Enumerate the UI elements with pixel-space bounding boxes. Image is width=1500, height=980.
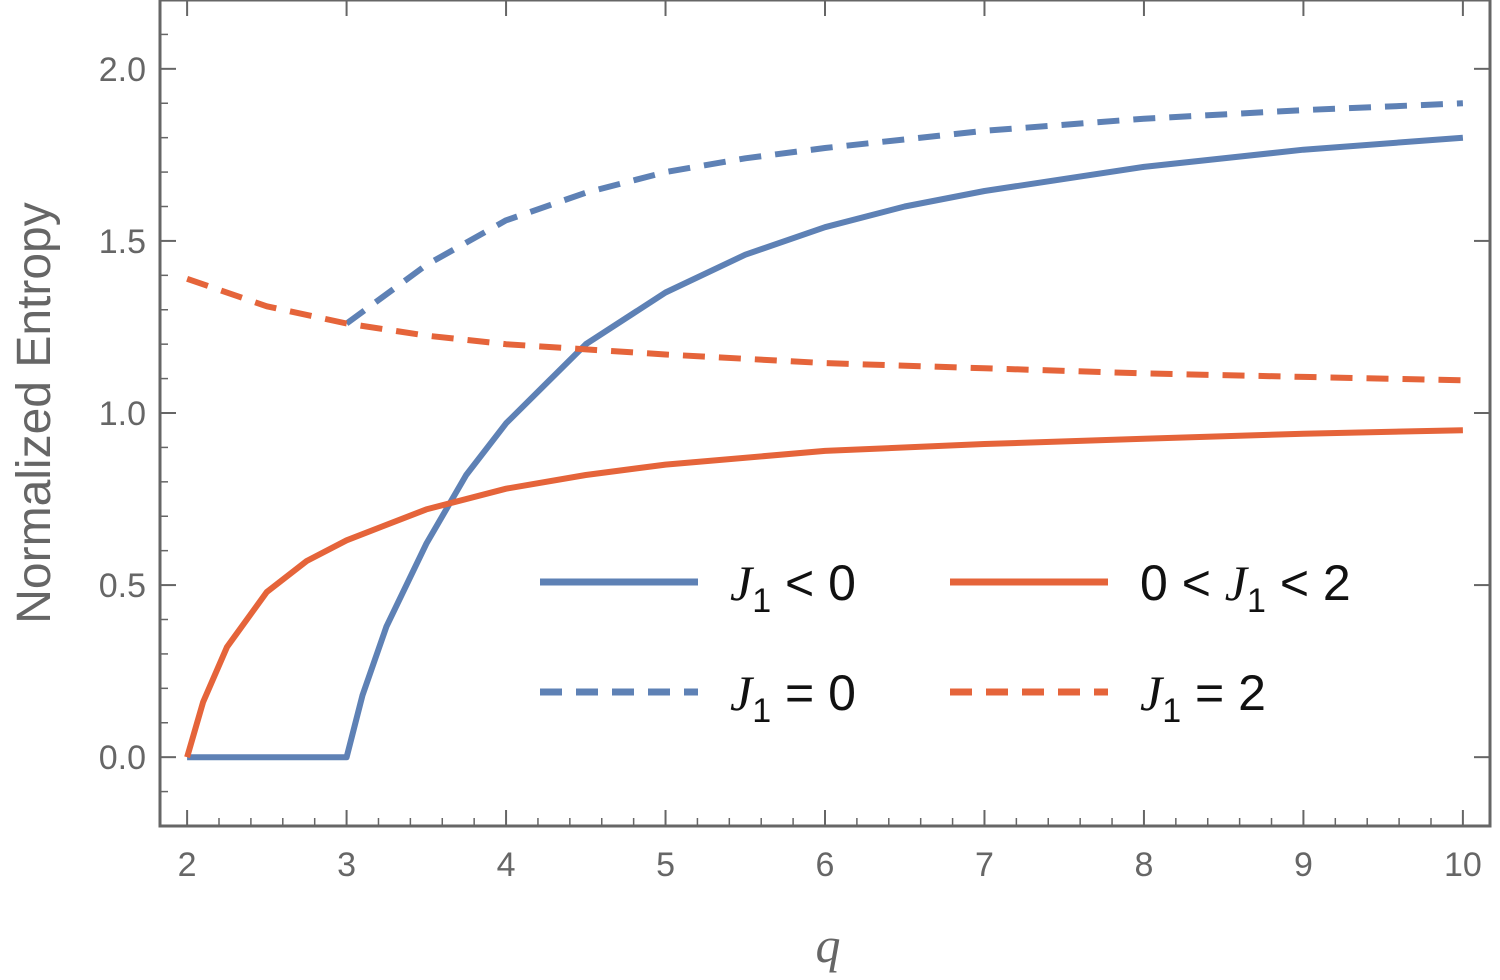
- legend-label: J1 = 2: [1140, 665, 1266, 730]
- legend: J1 < 0 0 < J1 < 2 J1 = 0 J1 = 2: [540, 555, 1351, 730]
- x-tick-label: 9: [1294, 846, 1313, 884]
- y-tick-label: 0.0: [99, 739, 146, 777]
- x-axis-title: q: [816, 917, 841, 973]
- legend-item: J1 = 0: [540, 665, 856, 730]
- legend-label: 0 < J1 < 2: [1140, 555, 1351, 620]
- legend-item: J1 < 0: [540, 555, 856, 620]
- series-line-1: [187, 134, 1464, 761]
- y-tick-label: 1.0: [99, 395, 146, 433]
- x-tick-label: 2: [178, 846, 197, 884]
- x-tick-label: 3: [337, 846, 356, 884]
- legend-label: J1 = 0: [730, 665, 856, 730]
- x-tick-label: 10: [1444, 846, 1482, 884]
- x-tick-label: 7: [975, 846, 994, 884]
- series-line-2: [184, 427, 1463, 759]
- y-tick-label: 2.0: [99, 51, 146, 89]
- y-tick-label: 1.5: [99, 223, 146, 261]
- y-axis-title: Normalized Entropy: [8, 202, 61, 624]
- x-tick-label: 4: [497, 846, 516, 884]
- axis-ticks: [160, 0, 1490, 827]
- y-tick-label: 0.5: [99, 567, 146, 605]
- x-tick-label: 8: [1134, 846, 1153, 884]
- legend-label: J1 < 0: [730, 555, 856, 620]
- series-line-3: [344, 100, 1464, 326]
- series-line-4: [186, 275, 1463, 384]
- plot-lines: [184, 100, 1464, 761]
- x-tick-label: 6: [816, 846, 835, 884]
- axis-tick-labels: 2 3 4 5 6 7 8 9 10 0.0 0.5 1.0 1.5 2.0: [99, 51, 1482, 884]
- legend-item: J1 = 2: [950, 665, 1266, 730]
- legend-item: 0 < J1 < 2: [950, 555, 1351, 620]
- x-tick-label: 5: [656, 846, 675, 884]
